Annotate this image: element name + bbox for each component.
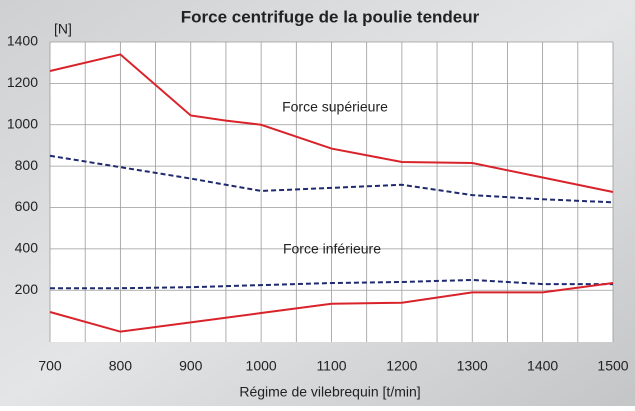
series-line <box>50 278 613 290</box>
x-tick-label: 700 <box>38 358 62 374</box>
y-tick-label: 200 <box>15 281 39 297</box>
annotation: Force supérieure <box>282 99 388 115</box>
y-tick-label: 400 <box>15 240 39 256</box>
annotation: Force inférieure <box>283 241 381 257</box>
series-line <box>49 282 614 333</box>
x-tick-label: 1200 <box>386 358 417 374</box>
x-axis-label: Régime de vilebrequin [t/min] <box>239 384 420 400</box>
x-tick-label: 1300 <box>457 358 488 374</box>
x-tick-label: 1400 <box>527 358 558 374</box>
x-tick-label: 1500 <box>597 358 628 374</box>
x-tick-label: 1100 <box>316 358 346 374</box>
x-tick-label: 900 <box>179 358 203 374</box>
y-tick-label: 800 <box>15 157 39 173</box>
series-line <box>49 53 614 193</box>
y-tick-label: 1400 <box>7 33 38 49</box>
y-tick-label: 1000 <box>7 115 38 131</box>
y-unit: [N] <box>54 21 72 37</box>
x-tick-label: 1000 <box>246 358 277 374</box>
x-tick-label: 800 <box>109 358 133 374</box>
chart-title: Force centrifuge de la poulie tendeur <box>181 7 480 26</box>
y-tick-label: 1200 <box>7 74 38 90</box>
y-tick-label: 600 <box>15 198 39 214</box>
series-line <box>49 154 614 204</box>
